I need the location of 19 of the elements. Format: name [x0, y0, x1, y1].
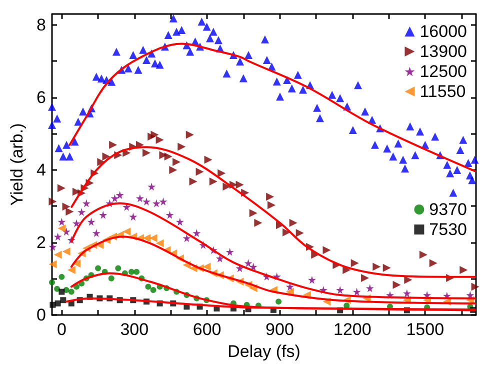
legend-label: 9370	[429, 200, 468, 219]
y-tick-label: 0	[36, 306, 46, 324]
y-tick-label: 8	[36, 15, 46, 34]
legend-label: 16000	[420, 22, 468, 41]
y-tick-label: 4	[36, 160, 46, 180]
x-tick-label: 300	[120, 320, 149, 339]
legend-label: 12500	[420, 62, 468, 81]
x-axis-title: Delay (fs)	[228, 342, 300, 361]
y-tick-label: 2	[36, 232, 46, 252]
legend-label: 7530	[429, 220, 468, 239]
x-tick-label: 1200	[334, 320, 372, 339]
x-tick-label: 600	[192, 320, 222, 339]
y-tick-label: 6	[36, 88, 46, 107]
x-tick-label: 900	[266, 320, 294, 339]
x-tick-label: 0	[56, 320, 66, 339]
x-tick-label: 1500	[406, 320, 444, 339]
legend-label: 11550	[420, 82, 466, 101]
legend-label: 13900	[420, 42, 468, 61]
y-axis-title: Yield (arb.)	[8, 123, 27, 206]
